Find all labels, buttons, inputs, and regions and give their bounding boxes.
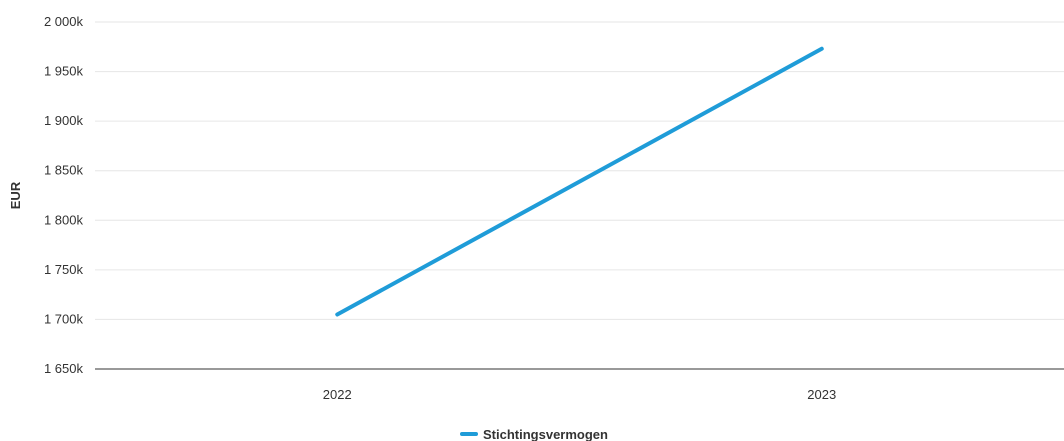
x-tick-label: 2023 (807, 387, 836, 402)
y-tick-label: 1 900k (44, 113, 84, 128)
y-tick-label: 1 650k (44, 361, 84, 376)
y-axis-title: EUR (8, 181, 23, 209)
y-tick-label: 2 000k (44, 14, 84, 29)
legend-label[interactable]: Stichtingsvermogen (483, 427, 608, 441)
gridlines (95, 21, 1064, 320)
y-tick-label: 1 850k (44, 163, 84, 178)
legend-swatch[interactable] (460, 432, 478, 436)
series-group (335, 46, 824, 317)
series-line[interactable] (335, 46, 824, 317)
y-axis-ticks: 1 650k 1 700k 1 750k 1 800k 1 850k 1 900k 1 95… (44, 14, 84, 376)
legend[interactable]: Stichtingsvermogen (460, 427, 608, 441)
y-tick-label: 1 950k (44, 64, 84, 79)
y-tick-label: 1 800k (44, 212, 84, 227)
x-tick-label: 2022 (323, 387, 352, 402)
x-axis-ticks: 2022 2023 (323, 387, 836, 402)
y-tick-label: 1 700k (44, 311, 84, 326)
y-tick-label: 1 750k (44, 262, 84, 277)
